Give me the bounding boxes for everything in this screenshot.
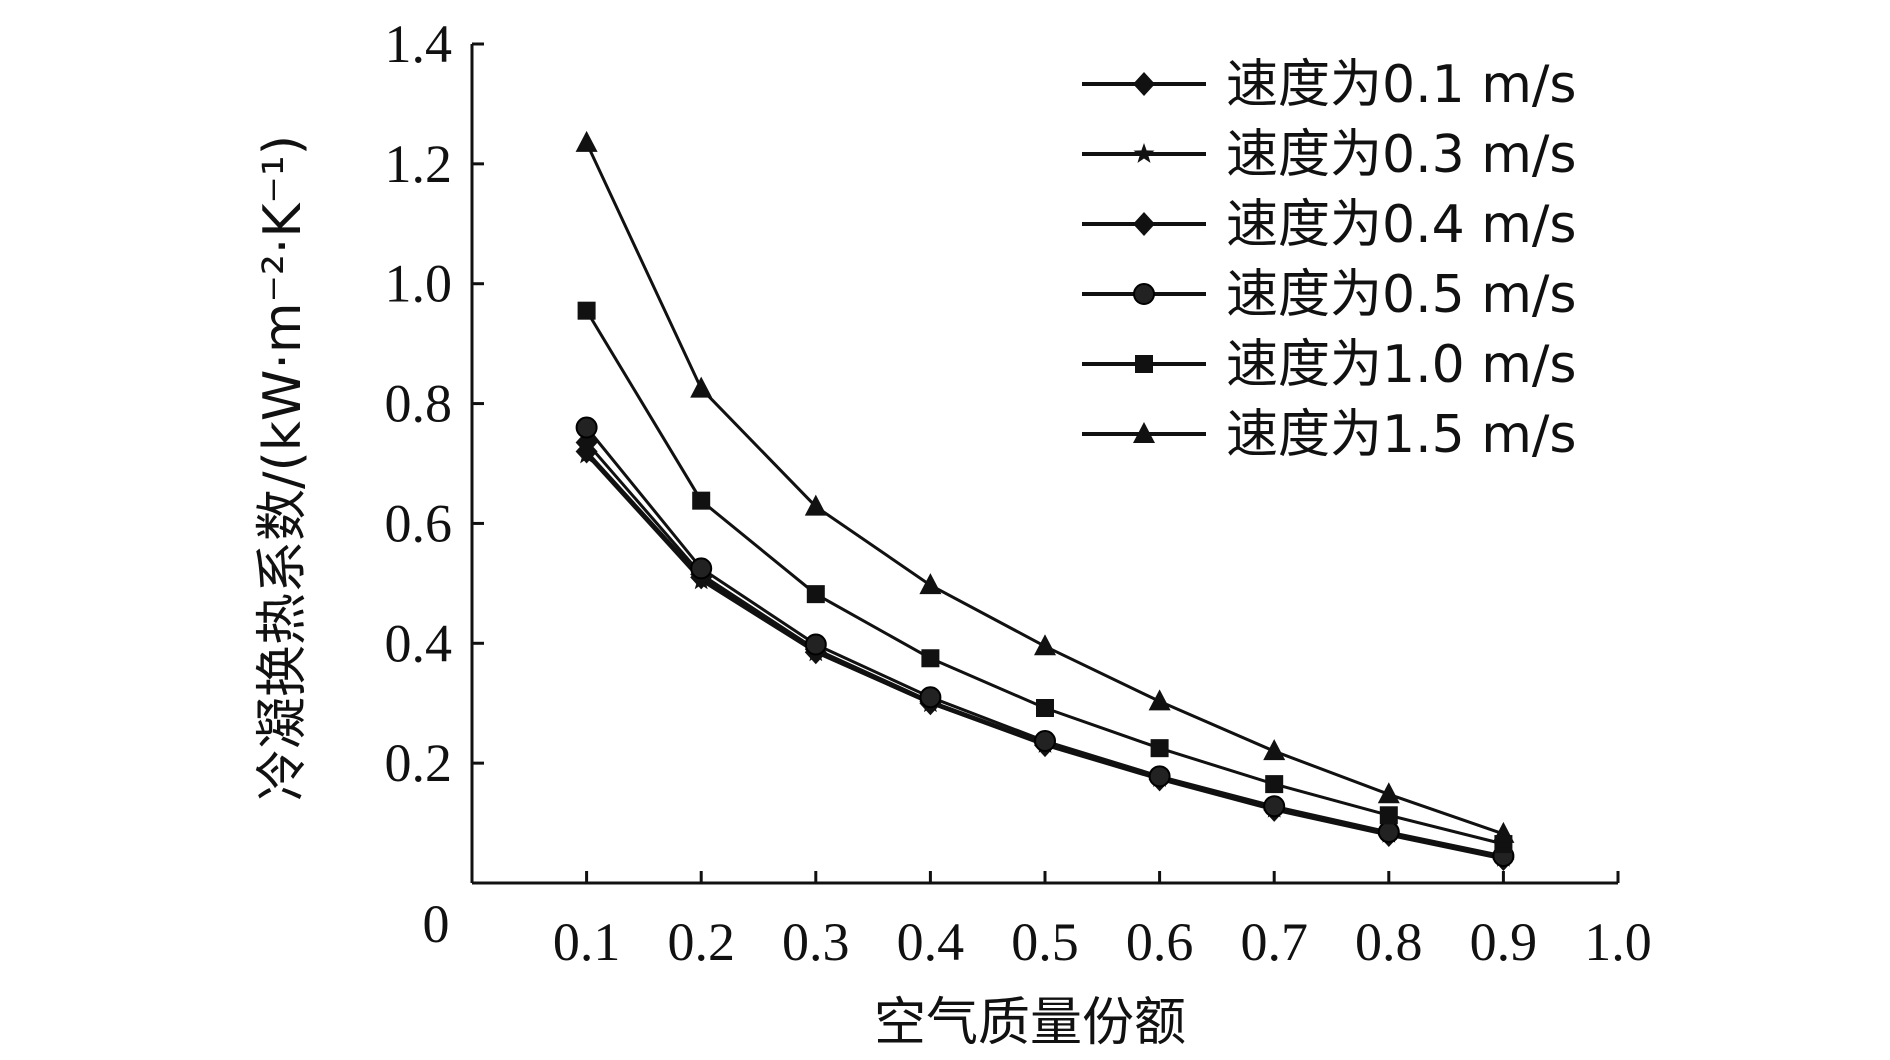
data-point bbox=[804, 494, 827, 516]
data-point bbox=[1148, 689, 1171, 711]
y-axis-title: 冷凝换热系数/(kW·m⁻²·K⁻¹) bbox=[253, 135, 313, 801]
x-tick-label: 0.1 bbox=[553, 912, 621, 972]
data-point bbox=[1377, 782, 1400, 804]
x-tick-label: 0.4 bbox=[897, 912, 965, 972]
x-tick-label: 0.6 bbox=[1126, 912, 1194, 972]
data-point bbox=[690, 376, 713, 398]
data-point bbox=[921, 649, 940, 668]
data-point bbox=[919, 573, 942, 595]
series-line bbox=[585, 453, 1504, 860]
y-tick-label: 1.2 bbox=[385, 134, 453, 194]
legend-item: 速度为1.0 m/s bbox=[1082, 335, 1577, 395]
x-tick-label: 0.2 bbox=[667, 912, 735, 972]
y-tick-label: 1.4 bbox=[385, 14, 453, 74]
data-point bbox=[577, 301, 596, 320]
y-tick-label: 0.8 bbox=[385, 374, 453, 434]
data-point bbox=[806, 585, 825, 604]
legend-item: 速度为0.4 m/s bbox=[1082, 195, 1577, 255]
data-point bbox=[1150, 739, 1169, 758]
x-tick-label: 0.5 bbox=[1011, 912, 1079, 972]
x-tick-label: 0.9 bbox=[1470, 912, 1538, 972]
axes: 0.2 0.4 0.6 0.8 1.0 1.2 1.4 0.1 0.2 0.3 0.4 0.5 0.6 0… bbox=[385, 14, 1652, 972]
x-axis-title: 空气质量份额 bbox=[874, 993, 1186, 1053]
legend-marker bbox=[1133, 143, 1155, 163]
legend-item: 速度为1.5 m/s bbox=[1082, 405, 1577, 465]
data-point bbox=[1492, 821, 1515, 843]
legend-label: 速度为0.4 m/s bbox=[1226, 195, 1577, 255]
legend-marker bbox=[1135, 355, 1153, 373]
legend-marker bbox=[1133, 212, 1155, 236]
data-point bbox=[575, 130, 598, 152]
origin-label: 0 bbox=[423, 894, 450, 954]
legend-label: 速度为0.1 m/s bbox=[1226, 55, 1577, 115]
y-tick-label: 1.0 bbox=[385, 254, 453, 314]
data-point bbox=[1377, 821, 1400, 844]
data-point bbox=[1265, 775, 1284, 794]
data-point bbox=[1263, 739, 1286, 761]
x-tick-label: 1.0 bbox=[1584, 912, 1652, 972]
data-point bbox=[1379, 806, 1398, 825]
legend: 速度为0.1 m/s 速度为0.3 m/s 速度为0.4 m/s 速度为0.5 m/s… bbox=[1082, 55, 1577, 465]
legend-item: 速度为0.5 m/s bbox=[1082, 265, 1577, 325]
x-tick-label: 0.3 bbox=[782, 912, 850, 972]
plot-area bbox=[575, 130, 1515, 872]
data-point bbox=[1148, 765, 1171, 788]
data-point bbox=[690, 557, 713, 580]
x-tick-label: 0.8 bbox=[1355, 912, 1423, 972]
data-point bbox=[804, 633, 827, 656]
y-tick-label: 0.6 bbox=[385, 493, 453, 553]
data-point bbox=[1034, 729, 1056, 752]
series-6 bbox=[575, 130, 1515, 843]
legend-item: 速度为0.1 m/s bbox=[1082, 55, 1577, 115]
y-tick-label: 0.4 bbox=[385, 613, 453, 673]
legend-item: 速度为0.3 m/s bbox=[1082, 125, 1577, 185]
data-point bbox=[919, 686, 942, 709]
legend-label: 速度为0.3 m/s bbox=[1226, 125, 1577, 185]
legend-marker bbox=[1133, 72, 1155, 96]
data-point bbox=[692, 491, 711, 510]
data-point bbox=[1034, 634, 1056, 656]
x-tick-label: 0.7 bbox=[1240, 912, 1308, 972]
y-tick-label: 0.2 bbox=[385, 733, 453, 793]
legend-label: 速度为1.0 m/s bbox=[1226, 335, 1577, 395]
legend-marker bbox=[1133, 283, 1155, 305]
legend-label: 速度为0.5 m/s bbox=[1226, 265, 1577, 325]
data-point bbox=[1036, 699, 1054, 718]
legend-marker bbox=[1133, 422, 1155, 443]
data-point bbox=[1263, 795, 1286, 818]
legend-label: 速度为1.5 m/s bbox=[1226, 405, 1577, 465]
data-point bbox=[575, 416, 598, 439]
series-5 bbox=[577, 301, 1513, 854]
